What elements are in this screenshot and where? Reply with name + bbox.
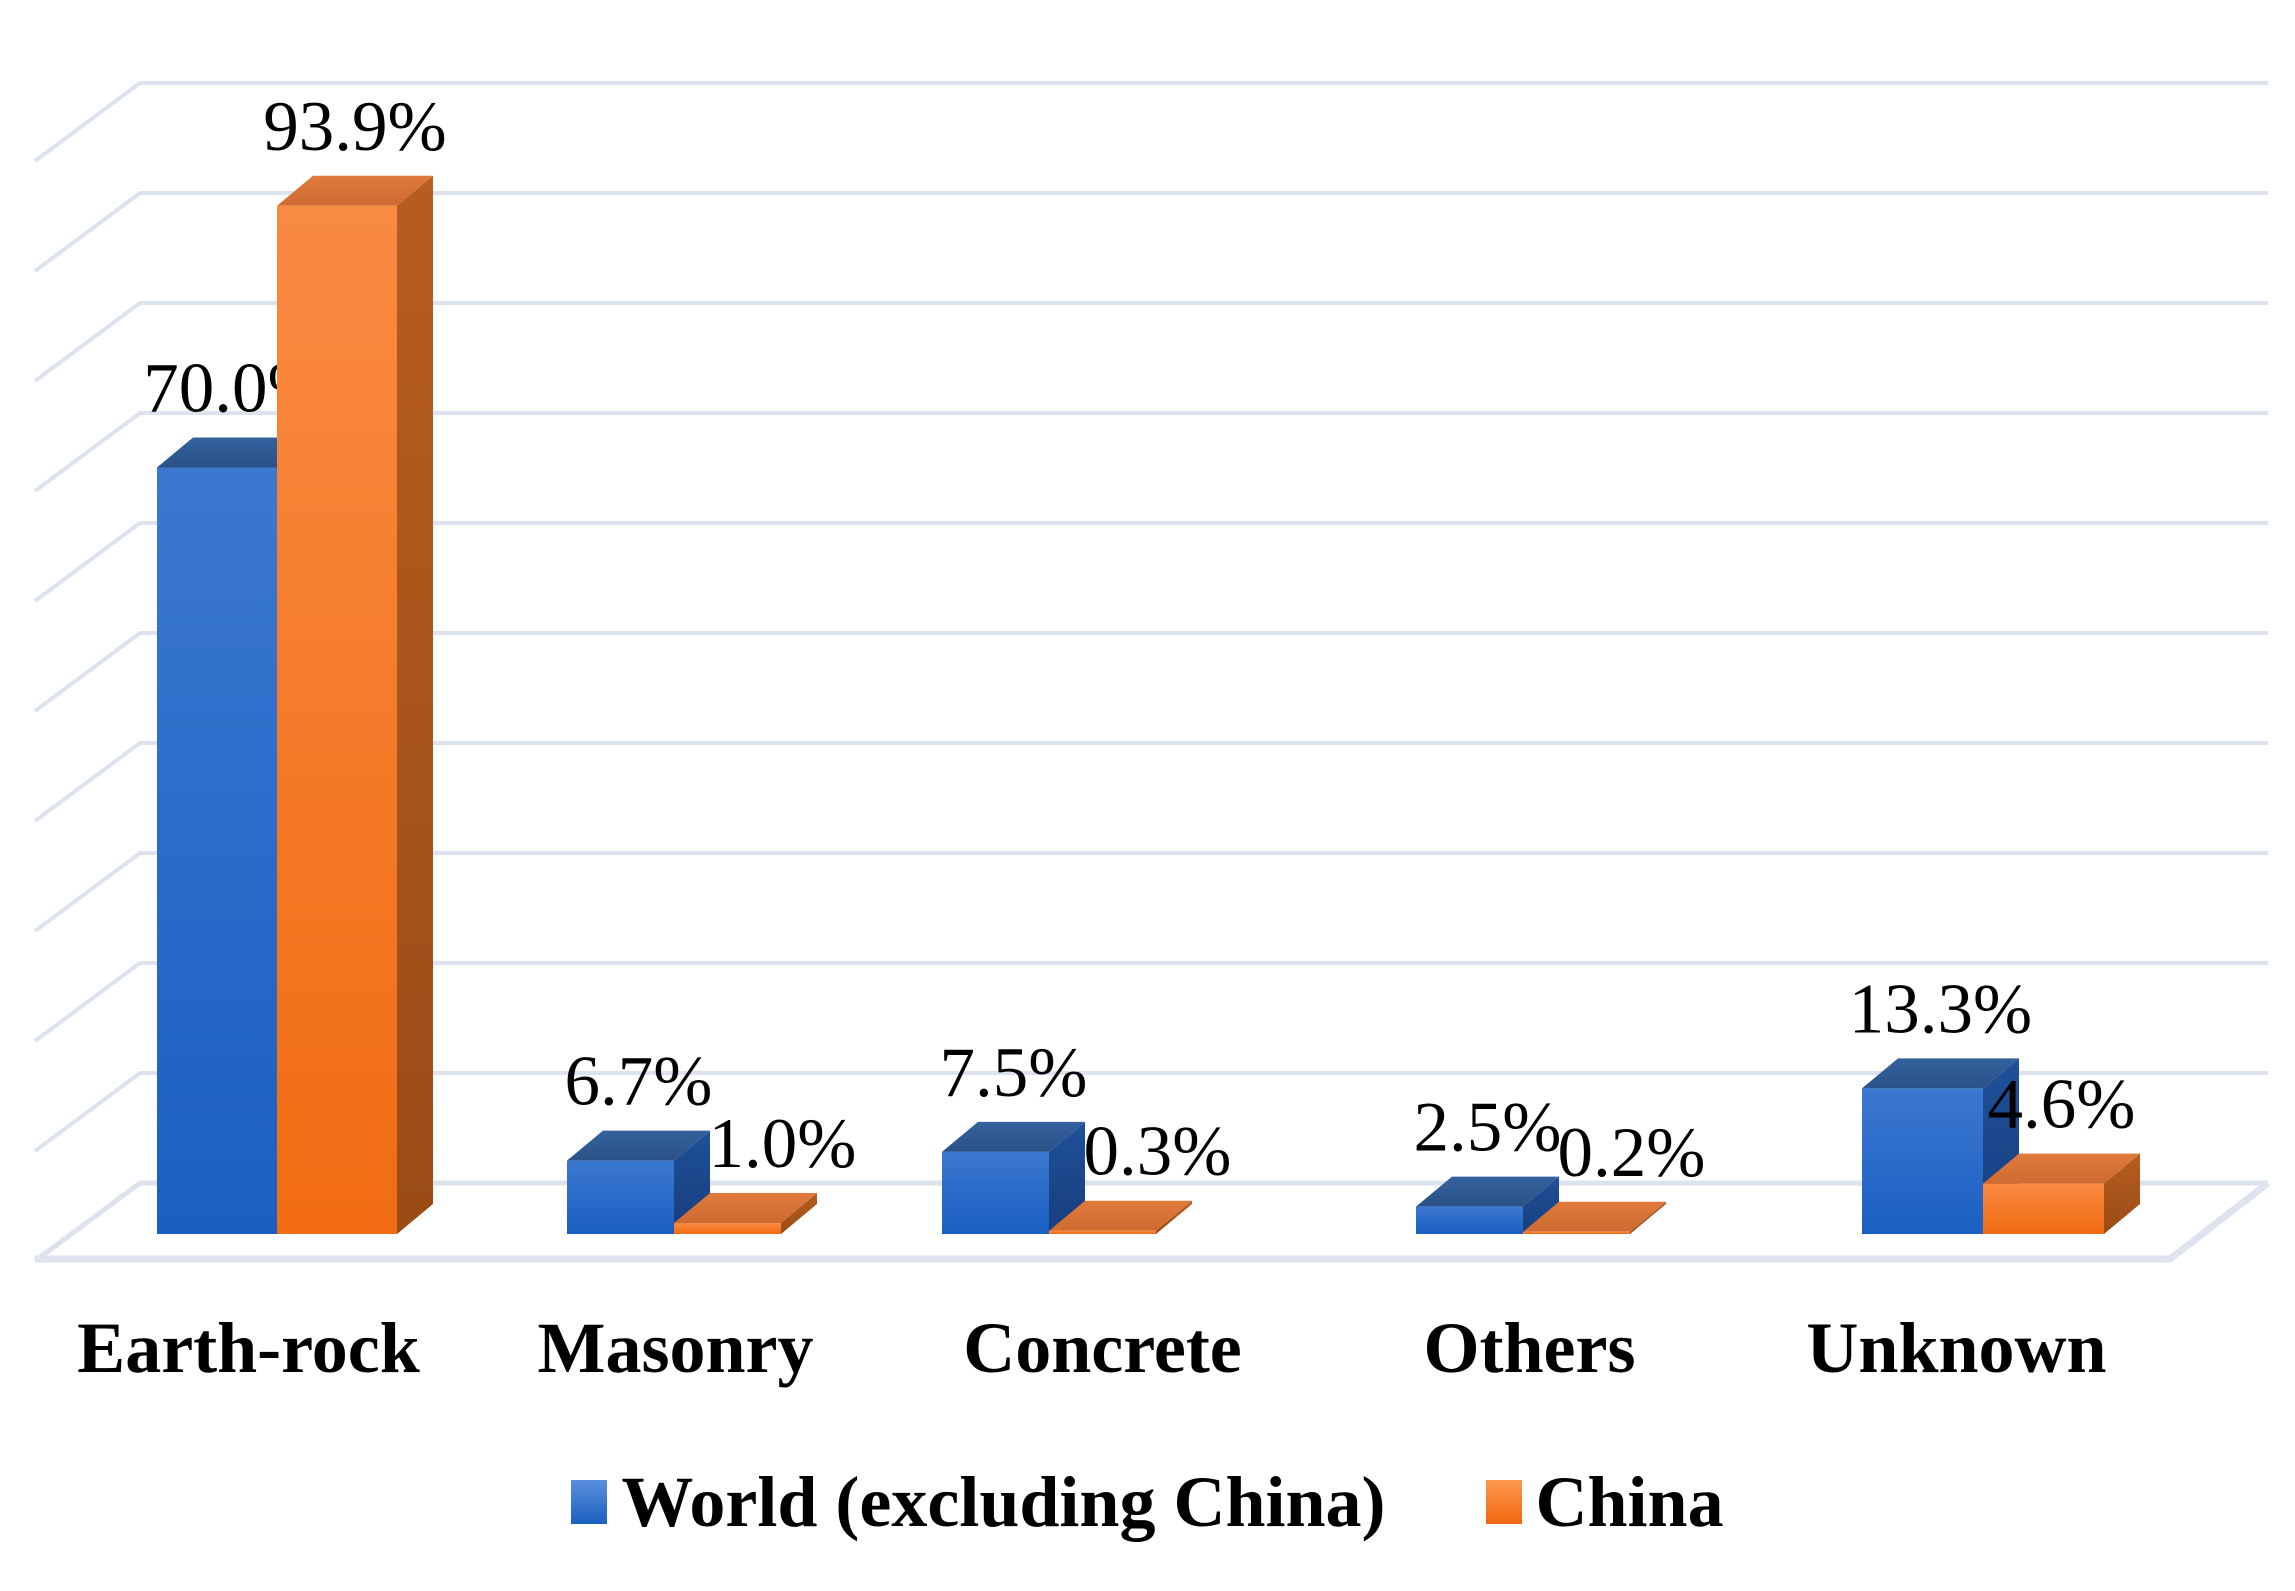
world-bar-front bbox=[1416, 1206, 1523, 1234]
legend: World (excluding China) China bbox=[0, 1466, 2295, 1538]
china-bar-top bbox=[1049, 1200, 1192, 1231]
floor-edge bbox=[35, 1180, 2271, 1263]
china-bar-front bbox=[1523, 1231, 1630, 1234]
china-bar-side bbox=[1156, 1200, 1192, 1234]
gridline bbox=[33, 851, 2268, 933]
legend-label-china: China bbox=[1535, 1462, 1724, 1542]
china-bar-side bbox=[1630, 1201, 1666, 1234]
data-label: 6.7% bbox=[565, 1043, 713, 1121]
world-bar-side bbox=[1523, 1176, 1559, 1234]
world-bar-top bbox=[1416, 1176, 1559, 1207]
data-label: 4.6% bbox=[1988, 1066, 2136, 1144]
data-label: 13.3% bbox=[1849, 970, 2032, 1048]
china-bar-front bbox=[1049, 1230, 1156, 1234]
china-bar-side bbox=[2104, 1153, 2140, 1234]
china-bar-top bbox=[674, 1193, 817, 1224]
data-label: 1.0% bbox=[709, 1105, 857, 1183]
china-bar-side bbox=[781, 1193, 817, 1234]
gridline bbox=[33, 411, 2268, 493]
china-bar-side bbox=[397, 175, 433, 1234]
legend-item-world: World (excluding China) bbox=[571, 1462, 1386, 1542]
world-bar-front bbox=[157, 467, 277, 1234]
data-label: 93.9% bbox=[263, 88, 446, 166]
data-label: 0.2% bbox=[1558, 1114, 1706, 1192]
china-bar-front bbox=[1983, 1183, 2104, 1234]
china-bar-top bbox=[1523, 1201, 1666, 1232]
world-bar-side bbox=[1049, 1121, 1085, 1234]
world-bar-top bbox=[157, 437, 313, 468]
gridline bbox=[33, 631, 2268, 713]
world-bar-top bbox=[567, 1130, 710, 1161]
world-bar-front bbox=[942, 1151, 1049, 1234]
world-bar-top bbox=[1862, 1058, 2019, 1089]
category-label: Unknown bbox=[1806, 1308, 2106, 1388]
gridline bbox=[33, 521, 2268, 603]
gridline bbox=[33, 191, 2268, 273]
gridline bbox=[33, 741, 2268, 823]
gridline bbox=[33, 301, 2268, 383]
world-bar-front bbox=[1862, 1088, 1983, 1234]
category-label: Others bbox=[1424, 1308, 1636, 1388]
world-bar-top bbox=[942, 1121, 1085, 1152]
legend-swatch-world-icon bbox=[571, 1480, 608, 1524]
gridline bbox=[33, 1071, 2268, 1153]
category-label: Masonry bbox=[538, 1308, 814, 1388]
gridline bbox=[33, 81, 2268, 163]
gridline bbox=[33, 961, 2268, 1043]
world-bar-front bbox=[567, 1160, 674, 1234]
legend-item-china: China bbox=[1485, 1462, 1724, 1542]
china-bar-front bbox=[277, 205, 397, 1234]
china-bar-top bbox=[277, 175, 433, 206]
category-label: Concrete bbox=[963, 1308, 1242, 1388]
legend-label-world: World (excluding China) bbox=[621, 1462, 1386, 1542]
legend-swatch-china-icon bbox=[1485, 1480, 1522, 1524]
category-label: Earth-rock bbox=[77, 1308, 420, 1388]
data-label: 0.3% bbox=[1084, 1113, 1232, 1191]
china-bar-front bbox=[674, 1223, 781, 1234]
china-bar-top bbox=[1983, 1153, 2140, 1184]
data-label: 7.5% bbox=[940, 1034, 1088, 1112]
data-label: 2.5% bbox=[1414, 1089, 1562, 1167]
